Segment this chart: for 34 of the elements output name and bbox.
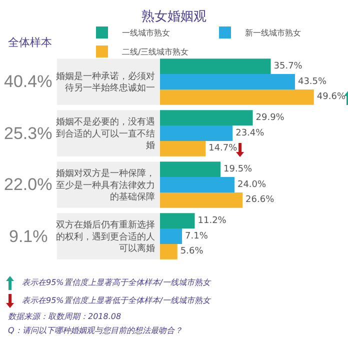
text: 9.1% xyxy=(9,227,48,246)
data-label: 19.5% xyxy=(224,164,253,174)
data-label: 24.0% xyxy=(237,180,267,190)
y-tick-label: 婚姻对双方是一种保障，至少是一种具有法律效力的基础保障 xyxy=(56,168,155,203)
data-label: 49.6% xyxy=(316,92,346,102)
data-label: 23.4% xyxy=(236,128,265,138)
legend-label: 二线/三线城市熟女 xyxy=(122,48,189,57)
text: 表示在95%置信度上显著高于全体样本/一线城市熟女 xyxy=(22,278,212,287)
data-label: 14.7% xyxy=(208,144,238,154)
y-tick-label: 婚姻不是必要的，没有遇到合适的人可以一直不结婚 xyxy=(56,116,155,152)
source-note: 数据来源：取数周期：2018.08 xyxy=(8,312,122,321)
data-label: 43.5% xyxy=(298,76,328,87)
data-label: 11.2% xyxy=(198,216,227,226)
legend-label: 新一线城市熟女 xyxy=(245,28,301,38)
data-label: 29.9% xyxy=(256,112,285,123)
text: 表示在95%置信度上显著低于全体样本/一线城市熟女 xyxy=(22,296,212,305)
data-label: 26.6% xyxy=(246,195,275,206)
legend-label: 一线城市熟女 xyxy=(122,28,170,38)
text: 40.4% xyxy=(4,72,52,91)
text: 22.0% xyxy=(4,175,52,194)
data-label: 5.6% xyxy=(180,246,204,257)
bar xyxy=(160,162,221,178)
bar xyxy=(160,228,182,244)
bar xyxy=(160,213,195,229)
y-tick-label: 双方在婚后仍有重新选择的权利，遇到更合适的人可以离婚 xyxy=(56,220,155,254)
chart-title: 熟女婚姻观 xyxy=(142,10,206,25)
text: Q：请问以下哪种婚姻观与您目前的想法最吻合？ xyxy=(8,326,182,335)
y-tick-label: 婚姻是一种承诺，必须对待另一半始终忠诚如一 xyxy=(56,71,155,94)
text: 全体样本 xyxy=(8,36,52,49)
data-label: 35.7% xyxy=(274,61,303,72)
text: 25.3% xyxy=(4,124,52,143)
data-label: 7.1% xyxy=(185,231,208,242)
bar xyxy=(160,244,178,260)
bar xyxy=(160,140,206,156)
